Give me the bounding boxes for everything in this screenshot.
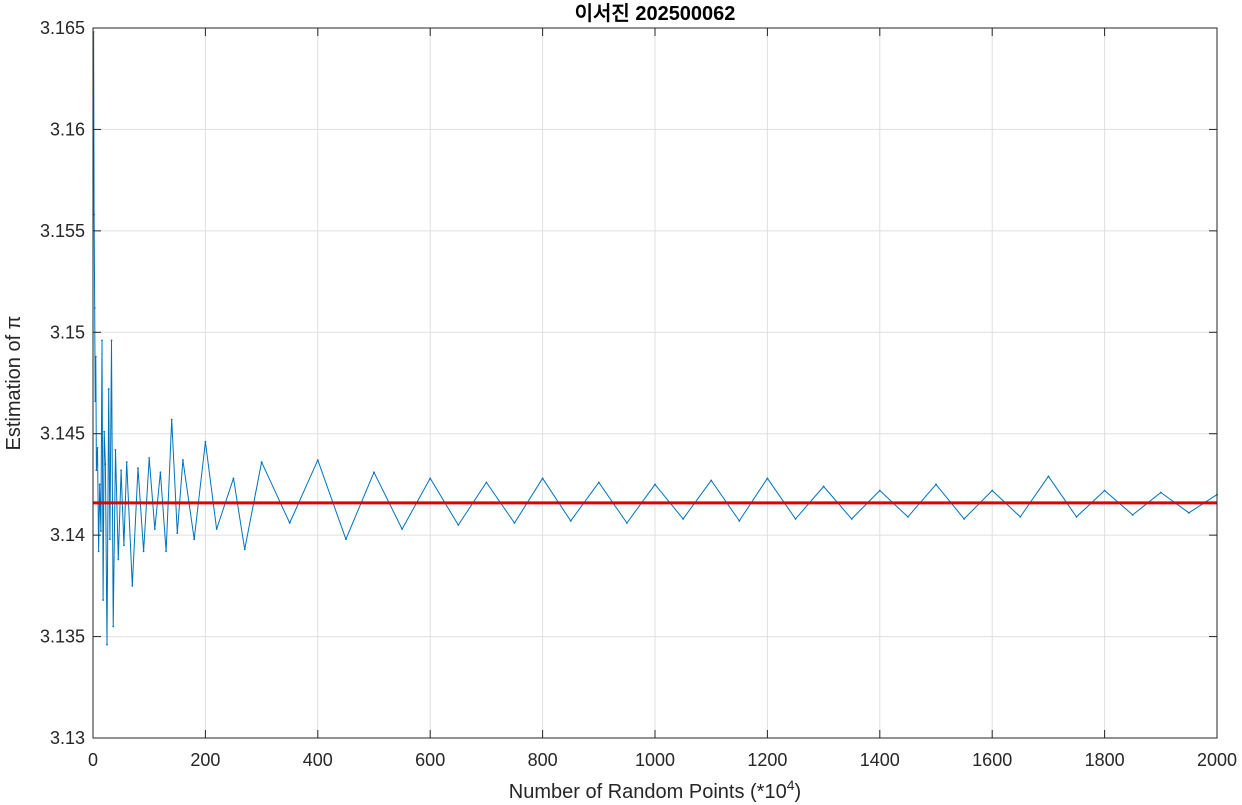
data-point xyxy=(120,469,122,472)
data-point xyxy=(1019,515,1022,518)
data-point xyxy=(97,550,100,553)
y-tick-label: 3.155 xyxy=(40,221,85,241)
data-point xyxy=(148,457,151,459)
y-tick-label: 3.14 xyxy=(50,525,85,545)
data-point xyxy=(878,489,881,492)
x-tick-label: 400 xyxy=(303,750,333,770)
data-point xyxy=(485,481,488,484)
data-point xyxy=(794,518,797,520)
y-axis-title: Estimation of π xyxy=(3,316,25,451)
data-point xyxy=(1131,513,1134,516)
data-point xyxy=(93,307,96,309)
y-tick-label: 3.165 xyxy=(40,18,85,38)
y-axis-ticks: 3.13 3.135 3.14 3.145 3.15 3.155 3.16 3.165 xyxy=(40,18,1217,748)
data-point xyxy=(137,467,139,470)
data-point xyxy=(123,544,125,547)
data-point xyxy=(102,599,105,601)
data-point xyxy=(710,479,713,482)
data-point xyxy=(457,524,460,526)
x-tick-label: 600 xyxy=(415,750,445,770)
data-point xyxy=(99,530,102,532)
y-tick-label: 3.135 xyxy=(40,627,85,647)
chart-title: 이서진 202500062 xyxy=(575,2,736,25)
data-point xyxy=(215,528,218,530)
data-point xyxy=(103,430,106,433)
data-point xyxy=(963,518,965,520)
x-tick-label: 200 xyxy=(190,750,220,770)
x-tick-label: 0 xyxy=(88,750,98,770)
data-point xyxy=(193,538,196,541)
x-tick-label: 1000 xyxy=(635,750,675,770)
data-point xyxy=(401,528,403,530)
data-point xyxy=(345,538,347,541)
data-point xyxy=(104,463,107,466)
data-point xyxy=(159,471,162,474)
data-point xyxy=(682,518,684,520)
data-point xyxy=(822,485,825,488)
data-point xyxy=(1047,475,1050,478)
data-point xyxy=(170,418,173,421)
data-point xyxy=(112,625,115,628)
data-point xyxy=(117,558,120,561)
data-point xyxy=(738,520,741,522)
data-point xyxy=(626,522,628,524)
data-point xyxy=(153,528,156,530)
data-point xyxy=(131,584,134,587)
data-point xyxy=(373,471,375,474)
data-point xyxy=(1159,491,1162,494)
data-point xyxy=(541,477,544,480)
data-point xyxy=(125,461,128,464)
data-point xyxy=(1188,511,1190,514)
x-tick-label: 1200 xyxy=(747,750,787,770)
data-point xyxy=(106,643,108,646)
data-point xyxy=(597,481,600,484)
x-tick-label: 1800 xyxy=(1085,750,1125,770)
data-point xyxy=(107,388,110,390)
data-point xyxy=(316,459,319,461)
data-point xyxy=(991,489,994,492)
data-point xyxy=(98,483,101,486)
data-point xyxy=(94,400,97,403)
x-axis-title: Number of Random Points (*104) xyxy=(509,777,801,803)
data-point xyxy=(260,461,263,464)
y-tick-label: 3.145 xyxy=(40,424,85,444)
x-tick-label: 1600 xyxy=(972,750,1012,770)
data-point xyxy=(108,538,111,541)
data-point xyxy=(182,459,184,461)
data-point xyxy=(96,447,99,449)
data-point xyxy=(142,550,145,553)
data-point xyxy=(766,477,769,480)
data-point xyxy=(935,483,937,486)
data-point xyxy=(513,522,516,524)
data-point xyxy=(114,449,117,451)
x-tick-label: 1400 xyxy=(860,750,900,770)
y-tick-label: 3.15 xyxy=(50,322,85,342)
data-point xyxy=(93,213,96,216)
x-tick-label: 800 xyxy=(528,750,558,770)
x-tick-label: 2000 xyxy=(1197,750,1237,770)
data-point xyxy=(95,469,98,472)
x-axis-ticks: 0 200 400 600 800 1000 1200 1400 1600 1800 2000 xyxy=(88,28,1237,770)
data-point xyxy=(101,339,103,342)
data-point xyxy=(850,518,853,520)
data-point xyxy=(429,477,432,480)
y-tick-label: 3.13 xyxy=(50,728,85,748)
data-point xyxy=(204,440,207,443)
data-point xyxy=(654,483,656,486)
data-point xyxy=(1075,515,1078,518)
data-point xyxy=(907,515,909,518)
data-point xyxy=(1103,489,1106,492)
data-point xyxy=(165,550,167,553)
y-tick-label: 3.16 xyxy=(50,119,85,139)
data-point xyxy=(94,355,97,358)
data-point xyxy=(176,532,179,535)
data-point xyxy=(110,339,113,342)
data-point xyxy=(288,522,291,524)
data-point xyxy=(243,548,246,551)
data-point xyxy=(569,520,572,522)
data-point xyxy=(232,477,235,480)
